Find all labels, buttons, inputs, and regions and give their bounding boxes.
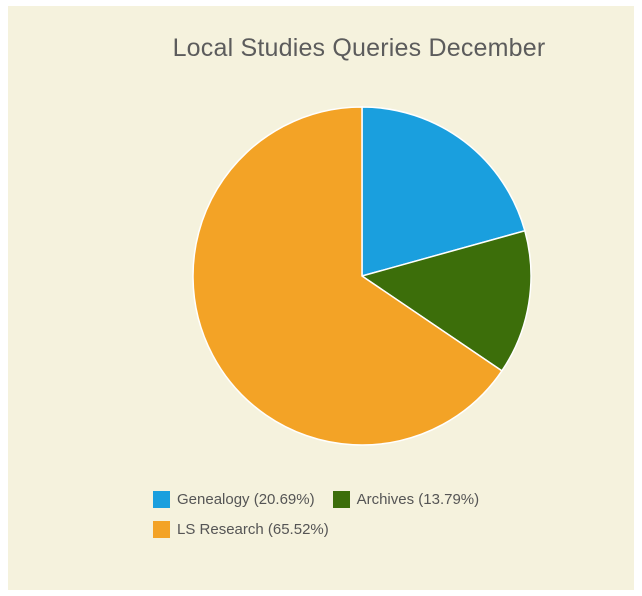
pie-slice-ls-research[interactable] [192,106,503,446]
legend-label-archives: Archives (13.79%) [356,490,480,508]
chart-panel: Local Studies Queries December Genealogy… [8,6,634,590]
legend: Genealogy (20.69%) Archives (13.79%) LS … [153,484,593,544]
legend-row-2: LS Research (65.52%) [153,514,593,544]
legend-swatch-ls-research [153,520,170,538]
pie-slice-archives[interactable] [360,229,532,372]
legend-swatch-genealogy [153,490,170,508]
legend-item-archives[interactable]: Archives (13.79%) [332,490,480,508]
legend-item-genealogy[interactable]: Genealogy (20.69%) [153,490,315,508]
legend-item-ls-research[interactable]: LS Research (65.52%) [153,520,329,538]
legend-swatch-archives [332,490,350,508]
legend-row-1: Genealogy (20.69%) Archives (13.79%) [153,484,593,514]
pie-chart [192,106,532,446]
legend-label-genealogy: Genealogy (20.69%) [177,490,315,508]
pie-slice-genealogy[interactable] [361,106,526,277]
legend-label-ls-research: LS Research (65.52%) [177,520,329,538]
chart-title: Local Studies Queries December [172,34,546,62]
